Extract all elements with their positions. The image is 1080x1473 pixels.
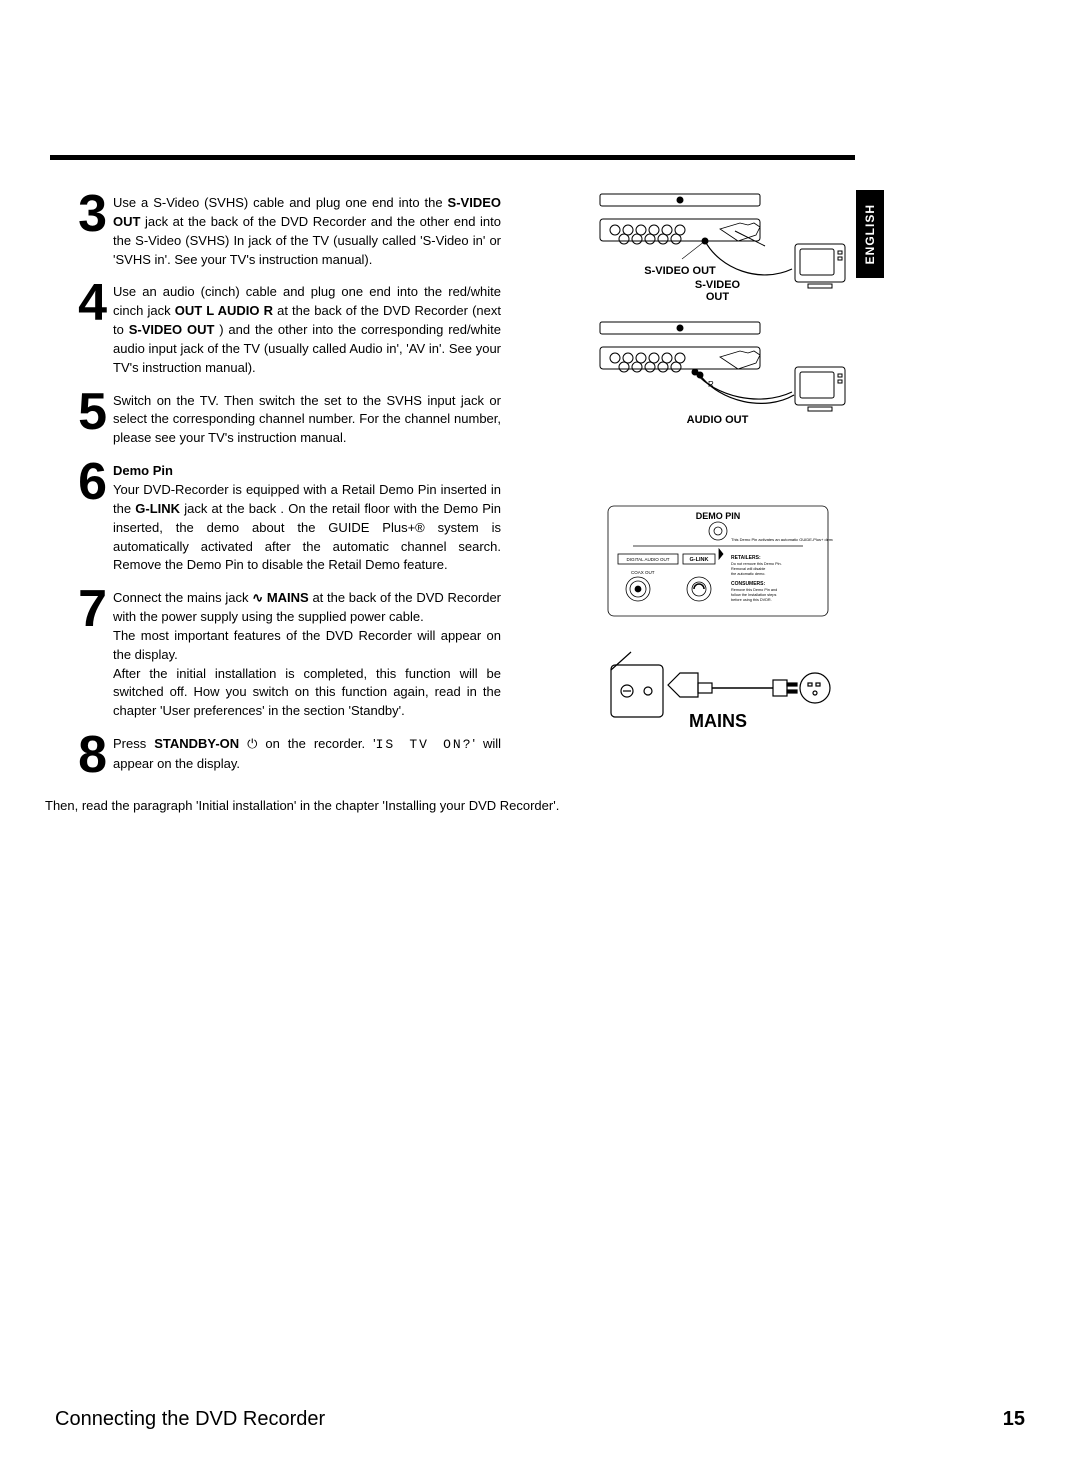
- language-label: ENGLISH: [863, 204, 877, 264]
- audio-illustration: R AUDIO OUT: [580, 317, 855, 426]
- step-number: 7: [45, 585, 113, 634]
- step-body: Use a S-Video (SVHS) cable and plug one …: [113, 190, 501, 269]
- step-number: 8: [45, 731, 113, 780]
- svg-text:Remove this Demo Pin and: Remove this Demo Pin and: [731, 588, 777, 592]
- svg-text:R: R: [708, 380, 714, 389]
- svideo-out-label: S-VIDEO OUT: [644, 265, 716, 277]
- step-text: Your DVD-Recorder is equipped with a Ret…: [113, 481, 501, 575]
- step-text: Connect the mains jack ∿ MAINS at the ba…: [113, 589, 501, 721]
- footer-section-title: Connecting the DVD Recorder: [55, 1408, 325, 1431]
- header-rule: [50, 155, 855, 160]
- step-text: Press STANDBY-ON ⏻ on the recorder. 'IS …: [113, 735, 501, 774]
- audio-caption: AUDIO OUT: [687, 414, 749, 426]
- language-tab: ENGLISH: [856, 190, 884, 278]
- svg-text:the automatic demo.: the automatic demo.: [731, 572, 765, 576]
- demo-pin-diagram-icon: DEMO PIN DIGITAL AUDIO OUT G-LINK COAX O…: [603, 501, 833, 621]
- svg-text:CONSUMERS:: CONSUMERS:: [731, 581, 766, 587]
- step-number: 5: [45, 388, 113, 437]
- mains-diagram-icon: MAINS: [603, 635, 833, 735]
- step-number: 6: [45, 458, 113, 507]
- step-heading: Demo Pin: [113, 462, 501, 481]
- illustration-column: S-VIDEO OUT S-VIDEOOUT: [580, 189, 855, 749]
- svg-text:DIGITAL AUDIO OUT: DIGITAL AUDIO OUT: [626, 557, 669, 562]
- manual-page: ENGLISH 3Use a S-Video (SVHS) cable and …: [0, 0, 1080, 1473]
- closing-note: Then, read the paragraph 'Initial instal…: [45, 796, 855, 816]
- demo-pin-illustration: DEMO PIN DIGITAL AUDIO OUT G-LINK COAX O…: [580, 501, 855, 621]
- step-body: Press STANDBY-ON ⏻ on the recorder. 'IS …: [113, 731, 501, 774]
- svg-text:DEMO PIN: DEMO PIN: [695, 511, 740, 521]
- step-body: Use an audio (cinch) cable and plug one …: [113, 279, 501, 377]
- page-footer: Connecting the DVD Recorder 15: [55, 1408, 1025, 1431]
- svg-text:follow the Installation steps: follow the Installation steps: [731, 593, 776, 597]
- step-number: 3: [45, 190, 113, 239]
- svg-text:G-LINK: G-LINK: [689, 557, 708, 563]
- step-text: Use an audio (cinch) cable and plug one …: [113, 283, 501, 377]
- step-body: Demo PinYour DVD-Recorder is equipped wi…: [113, 458, 501, 575]
- svg-text:This Demo Pin activates an aut: This Demo Pin activates an automatic GUI…: [731, 537, 833, 542]
- svg-text:Do not remove this Demo Pin.: Do not remove this Demo Pin.: [731, 562, 782, 566]
- step-text: Use a S-Video (SVHS) cable and plug one …: [113, 194, 501, 269]
- mains-label: MAINS: [689, 711, 747, 731]
- content-area: 3Use a S-Video (SVHS) cable and plug one…: [45, 190, 855, 816]
- footer-page-number: 15: [1003, 1408, 1025, 1431]
- mains-illustration: MAINS: [580, 635, 855, 735]
- step-number: 4: [45, 279, 113, 328]
- svg-text:before using this DVDR.: before using this DVDR.: [731, 598, 772, 602]
- svg-text:COAX OUT: COAX OUT: [631, 570, 655, 575]
- svideo-caption: S-VIDEOOUT: [695, 279, 740, 303]
- svg-text:Removal will disable: Removal will disable: [731, 567, 765, 571]
- step-body: Connect the mains jack ∿ MAINS at the ba…: [113, 585, 501, 721]
- svg-text:RETAILERS:: RETAILERS:: [731, 555, 761, 561]
- step-body: Switch on the TV. Then switch the set to…: [113, 388, 501, 449]
- step-text: Switch on the TV. Then switch the set to…: [113, 392, 501, 449]
- svideo-illustration: S-VIDEO OUT S-VIDEOOUT: [580, 189, 855, 303]
